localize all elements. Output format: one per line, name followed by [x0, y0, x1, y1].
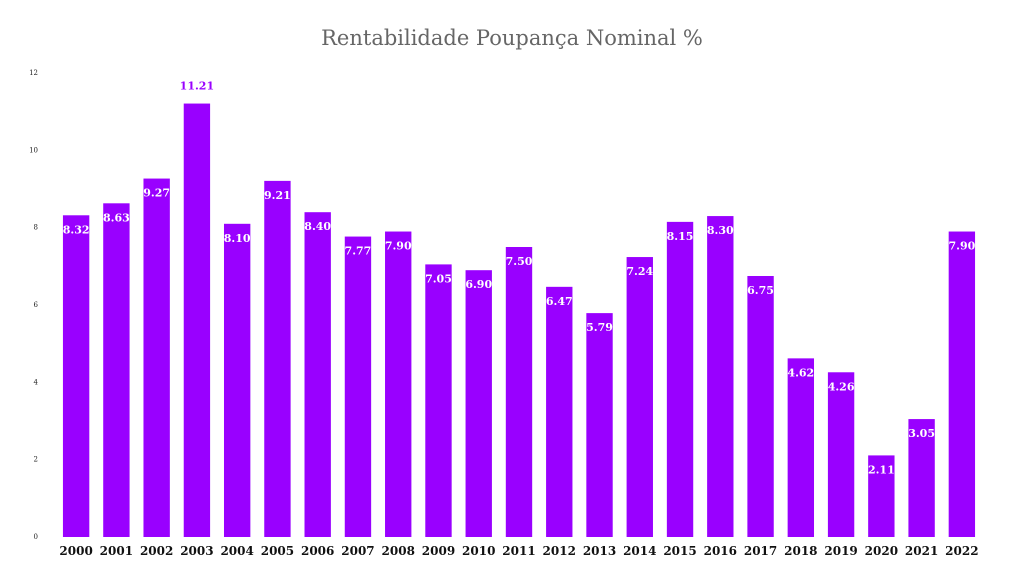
- data-label-2008: 7.90: [385, 240, 412, 253]
- bar-2004: [223, 223, 251, 538]
- x-tick-label-2007: 2007: [341, 544, 374, 558]
- data-label-2012: 6.47: [546, 295, 573, 308]
- bars: [62, 103, 976, 538]
- bar-2009: [425, 264, 452, 537]
- data-label-2000: 8.32: [63, 223, 90, 236]
- bar-2003: [183, 103, 211, 538]
- bar-2005: [264, 180, 291, 537]
- x-tick-label-2016: 2016: [704, 544, 737, 558]
- y-tick-label: 6: [34, 301, 39, 309]
- bar-2020: [868, 455, 895, 537]
- data-labels: 8.32 8.63 9.27 11.21 8.10 9.21 8.40 7.77 7.90 7.0…: [63, 80, 976, 477]
- bar-2001: [103, 203, 130, 537]
- bar-2014: [626, 257, 653, 537]
- data-label-2010: 6.90: [465, 278, 492, 291]
- data-label-2004: 8.10: [224, 232, 251, 245]
- bar-2006: [304, 212, 331, 537]
- data-label-2005: 9.21: [264, 189, 291, 202]
- data-label-2022: 7.90: [948, 240, 975, 253]
- bar-2013: [586, 313, 613, 537]
- bar-2021: [908, 419, 935, 537]
- data-label-2009: 7.05: [425, 272, 452, 285]
- x-tick-label-2001: 2001: [100, 544, 133, 558]
- x-tick-label-2005: 2005: [261, 544, 294, 558]
- x-tick-label-2018: 2018: [784, 544, 817, 558]
- x-tick-label-2009: 2009: [422, 544, 455, 558]
- y-axis: 0 2 4 6 8 10 12: [29, 69, 38, 541]
- x-tick-label-2020: 2020: [865, 544, 898, 558]
- y-tick-label: 12: [29, 69, 38, 77]
- x-tick-label-2022: 2022: [945, 544, 978, 558]
- x-tick-label-2006: 2006: [301, 544, 334, 558]
- x-tick-label-2019: 2019: [824, 544, 857, 558]
- data-label-2017: 6.75: [747, 284, 774, 297]
- bar-2012: [546, 286, 573, 537]
- x-tick-label-2003: 2003: [180, 544, 213, 558]
- y-tick-label: 8: [34, 224, 38, 232]
- x-tick-label-2013: 2013: [583, 544, 616, 558]
- data-label-2002: 9.27: [143, 187, 170, 200]
- data-label-2014: 7.24: [626, 265, 653, 278]
- data-label-2016: 8.30: [707, 224, 734, 237]
- x-tick-label-2010: 2010: [462, 544, 495, 558]
- x-tick-label-2004: 2004: [220, 544, 253, 558]
- bar-2007: [344, 236, 372, 537]
- y-tick-label: 2: [34, 456, 38, 464]
- y-tick-label: 0: [34, 533, 38, 541]
- data-label-2018: 4.62: [787, 366, 814, 379]
- bar-2011: [505, 247, 533, 537]
- data-label-2007: 7.77: [345, 245, 372, 258]
- chart-title: Rentabilidade Poupança Nominal %: [321, 26, 703, 50]
- data-label-2015: 8.15: [667, 230, 694, 243]
- data-label-2021: 3.05: [908, 427, 935, 440]
- x-tick-label-2002: 2002: [140, 544, 173, 558]
- y-tick-label: 4: [34, 378, 39, 386]
- bar-2018: [787, 358, 815, 537]
- bar-2010: [465, 270, 492, 537]
- data-label-2011: 7.50: [506, 255, 533, 268]
- data-label-2001: 8.63: [103, 211, 130, 224]
- x-tick-label-2000: 2000: [59, 544, 92, 558]
- data-label-2020: 2.11: [868, 463, 895, 476]
- x-tick-label-2012: 2012: [543, 544, 576, 558]
- bar-2000: [62, 215, 90, 538]
- bar-2016: [707, 216, 734, 537]
- x-tick-label-2008: 2008: [382, 544, 415, 558]
- x-tick-label-2021: 2021: [905, 544, 938, 558]
- bar-2022: [948, 231, 976, 537]
- bar-2002: [143, 178, 170, 537]
- bar-2008: [385, 231, 412, 537]
- data-label-2003: 11.21: [180, 80, 214, 93]
- data-label-2019: 4.26: [828, 380, 855, 393]
- x-tick-label-2011: 2011: [502, 544, 535, 558]
- bar-2019: [827, 372, 855, 537]
- y-tick-label: 10: [29, 146, 38, 154]
- bar-2015: [666, 221, 694, 537]
- x-tick-label-2017: 2017: [744, 544, 777, 558]
- data-label-2013: 5.79: [586, 321, 613, 334]
- x-axis: 2000 2001 2002 2003 2004 2005 2006 2007 2008 2009…: [59, 544, 978, 558]
- data-label-2006: 8.40: [304, 220, 331, 233]
- x-tick-label-2014: 2014: [623, 544, 656, 558]
- bar-2017: [747, 276, 774, 537]
- x-tick-label-2015: 2015: [663, 544, 696, 558]
